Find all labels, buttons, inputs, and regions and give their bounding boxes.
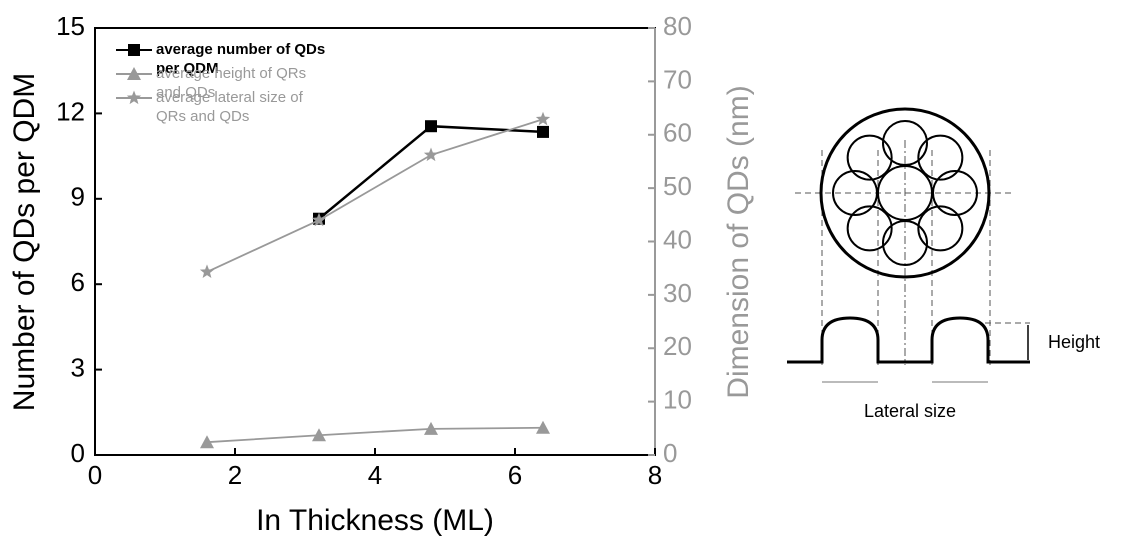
marker [536, 420, 550, 434]
y-tick-label: 12 [56, 96, 85, 126]
marker [128, 44, 140, 56]
series-line [206, 118, 544, 273]
y-tick-label: 0 [71, 438, 85, 468]
y2-tick-label: 0 [663, 438, 677, 468]
marker [312, 428, 326, 442]
marker [425, 120, 437, 133]
x-tick-label: 8 [648, 460, 662, 490]
y2-tick-label: 70 [663, 64, 692, 94]
x-tick-label: 6 [508, 460, 522, 490]
y2-tick-label: 60 [663, 118, 692, 148]
marker [537, 125, 549, 138]
legend-label: average lateral size of QRs and QDs [156, 89, 303, 125]
ring-circle [917, 134, 964, 181]
y2-tick-label: 30 [663, 278, 692, 308]
x-tick-label: 2 [228, 460, 242, 490]
x-tick-label: 0 [88, 460, 102, 490]
x-tick-label: 4 [368, 460, 382, 490]
ring-circle [846, 134, 893, 181]
profile [787, 316, 1030, 364]
marker [535, 111, 551, 126]
y-tick-label: 9 [71, 182, 85, 212]
y2-tick-label: 20 [663, 331, 692, 361]
y2-axis-label: Dimension of QDs (nm) [722, 85, 755, 398]
legend-label: average number of QDs per QDM [156, 41, 326, 77]
ring-circle [882, 220, 928, 266]
y2-tick-label: 50 [663, 171, 692, 201]
ring-circle [917, 205, 964, 252]
height-label: Height [1048, 332, 1100, 352]
legend-swatch [116, 67, 152, 80]
legend-swatch [116, 90, 152, 105]
marker [127, 67, 141, 80]
ring-circle [832, 170, 878, 216]
y2-tick-label: 80 [663, 11, 692, 41]
y-tick-label: 15 [56, 11, 85, 41]
marker [423, 147, 439, 162]
outer-circle [819, 107, 991, 279]
marker [311, 212, 327, 227]
legend-entry: average height of QRs and QDs [112, 64, 326, 102]
marker [424, 421, 438, 435]
ring-circle [882, 120, 928, 166]
marker [126, 90, 142, 105]
legend-entry: average number of QDs per QDM [112, 40, 326, 78]
legend-swatch [116, 44, 152, 56]
y2-tick-label: 40 [663, 224, 692, 254]
x-axis-label: In Thickness (ML) [256, 504, 494, 537]
legend-label: average height of QRs and QDs [156, 65, 307, 101]
y-axis-label: Number of QDs per QDM [8, 73, 41, 411]
legend-entry: average lateral size of QRs and QDs [112, 88, 326, 126]
y-tick-label: 6 [71, 267, 85, 297]
series-line [206, 426, 544, 444]
y2-tick-label: 10 [663, 385, 692, 415]
marker [199, 264, 215, 278]
series-line [318, 124, 544, 220]
marker [200, 435, 214, 449]
y-tick-label: 3 [71, 352, 85, 382]
ring-circle [932, 170, 978, 216]
lateral-label: Lateral size [864, 401, 956, 421]
diagram [787, 107, 1030, 383]
ring-circle [846, 205, 893, 252]
